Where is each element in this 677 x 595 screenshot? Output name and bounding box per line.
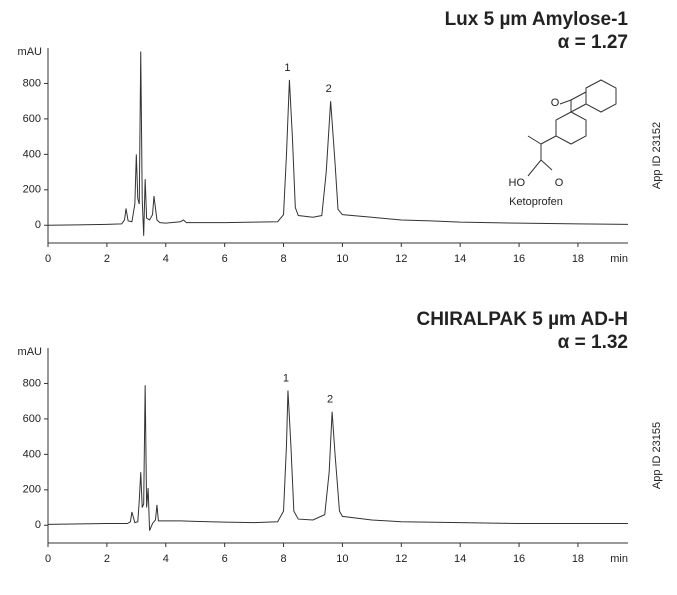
chart-title: CHIRALPAK 5 µm AD-H	[416, 309, 628, 330]
x-tick-label: 10	[336, 553, 348, 565]
x-tick-label: 8	[280, 553, 286, 565]
chart-subtitle: α = 1.27	[558, 32, 628, 53]
y-tick-label: 800	[23, 77, 41, 89]
y-tick-label: 800	[23, 377, 41, 389]
y-tick-label: 200	[23, 484, 41, 496]
x-tick-label: 4	[163, 553, 169, 565]
chart-subtitle: α = 1.32	[558, 332, 628, 353]
x-tick-label: 12	[395, 553, 407, 565]
x-tick-label: 4	[163, 253, 169, 265]
y-tick-label: 600	[23, 413, 41, 425]
x-tick-label: 6	[222, 253, 228, 265]
x-tick-label: 0	[45, 553, 51, 565]
y-tick-label: 400	[23, 148, 41, 160]
peak-label: 2	[327, 394, 333, 406]
peak-label: 1	[283, 372, 289, 384]
trace	[47, 385, 628, 531]
x-axis-label: min	[610, 253, 628, 265]
x-tick-label: 14	[454, 253, 466, 265]
atom-label: O	[555, 177, 564, 189]
x-tick-label: 14	[454, 553, 466, 565]
molecule	[527, 79, 617, 177]
x-tick-label: 2	[104, 553, 110, 565]
x-tick-label: 18	[572, 553, 584, 565]
x-tick-label: 16	[513, 553, 525, 565]
x-tick-label: 16	[513, 253, 525, 265]
y-tick-label: 0	[35, 219, 41, 231]
y-tick-label: 0	[35, 519, 41, 531]
chart-title: Lux 5 µm Amylose-1	[445, 9, 629, 30]
x-tick-label: 0	[45, 253, 51, 265]
x-axis-label: min	[610, 553, 628, 565]
x-tick-label: 2	[104, 253, 110, 265]
side-note: App ID 23155	[651, 422, 663, 489]
y-axis-label: mAU	[18, 346, 43, 358]
x-tick-label: 12	[395, 253, 407, 265]
peak-label: 1	[284, 62, 290, 74]
side-note: App ID 23152	[651, 122, 663, 189]
structure-name: Ketoprofen	[509, 196, 563, 208]
atom-label: O	[551, 97, 560, 109]
peak-label: 2	[326, 83, 332, 95]
atom-label: HO	[509, 177, 526, 189]
y-axis-label: mAU	[18, 46, 43, 58]
x-tick-label: 8	[280, 253, 286, 265]
trace	[47, 51, 629, 236]
y-tick-label: 400	[23, 448, 41, 460]
y-tick-label: 200	[23, 184, 41, 196]
x-tick-label: 10	[336, 253, 348, 265]
y-tick-label: 600	[23, 113, 41, 125]
x-tick-label: 6	[222, 553, 228, 565]
x-tick-label: 18	[572, 253, 584, 265]
